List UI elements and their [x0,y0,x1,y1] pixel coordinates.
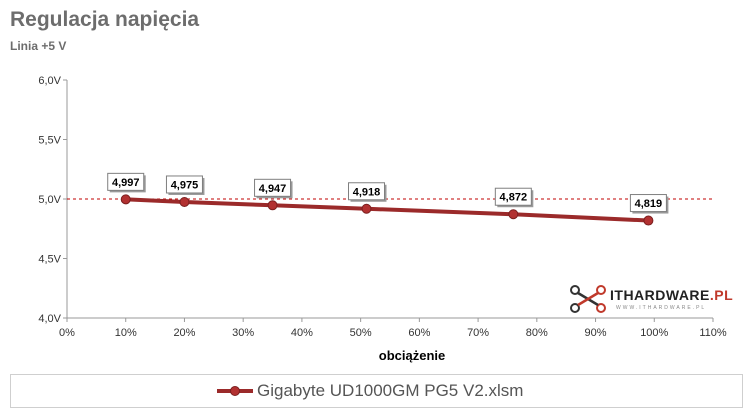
chart-title: Regulacja napięcia [10,8,200,31]
x-tick-label: 110% [699,327,727,339]
drone-icon [570,285,606,313]
legend-label: Gigabyte UD1000GM PG5 V2.xlsm [257,381,524,400]
data-label-box [254,178,292,197]
data-label: 4,918 [353,186,381,198]
data-label: 4,947 [259,183,287,195]
y-tick-label: 4,0V [38,313,61,325]
data-point [643,215,654,226]
x-axis-label: obciążenie [379,348,445,363]
data-label: 4,819 [635,198,663,210]
line-chart: 4,0V 4,5V 5,0V 5,5V 6,0V 0% 10% 20% 30% 40% 50% 60%… [38,75,727,363]
data-point [120,194,131,205]
x-tick-label: 40% [291,327,313,339]
data-label: 4,997 [112,177,140,189]
x-tick-label: 10% [115,327,137,339]
data-label-box [107,172,145,191]
data-label-box [629,194,667,213]
series-line [125,197,649,223]
legend-swatch [217,386,253,396]
y-tick-label: 5,5V [38,135,61,147]
y-tick-label: 5,0V [38,194,61,206]
chart-subtitle: Linia +5 V [10,39,67,53]
logo-tagline: WWW.ITHARDWARE.PL [616,305,707,311]
y-tick-label: 6,0V [38,75,61,87]
chart-legend: Gigabyte UD1000GM PG5 V2.xlsm [10,374,743,408]
y-tick-label: 4,5V [38,254,61,266]
data-label-box [494,187,532,206]
data-point [361,203,372,214]
data-label-box [165,175,203,194]
x-tick-label: 20% [173,327,195,339]
x-tick-label: 30% [232,327,254,339]
data-label: 4,975 [171,179,199,191]
x-tick-label: 90% [585,327,607,339]
logo-wordmark: ITHARDWARE.PL [610,287,734,303]
data-point [267,200,278,211]
data-point [179,196,190,207]
x-tick-label: 0% [59,327,75,339]
data-point [508,209,519,220]
data-label-box [348,182,386,201]
ithardware-logo: ITHARDWARE.PL WWW.ITHARDWARE.PL [568,282,733,316]
legend-item: Gigabyte UD1000GM PG5 V2.xlsm [215,381,523,401]
x-tick-label: 50% [350,327,372,339]
x-tick-label: 80% [526,327,548,339]
x-tick-label: 100% [640,327,668,339]
data-label: 4,872 [500,192,528,204]
x-tick-label: 60% [408,327,430,339]
x-tick-label: 70% [467,327,489,339]
